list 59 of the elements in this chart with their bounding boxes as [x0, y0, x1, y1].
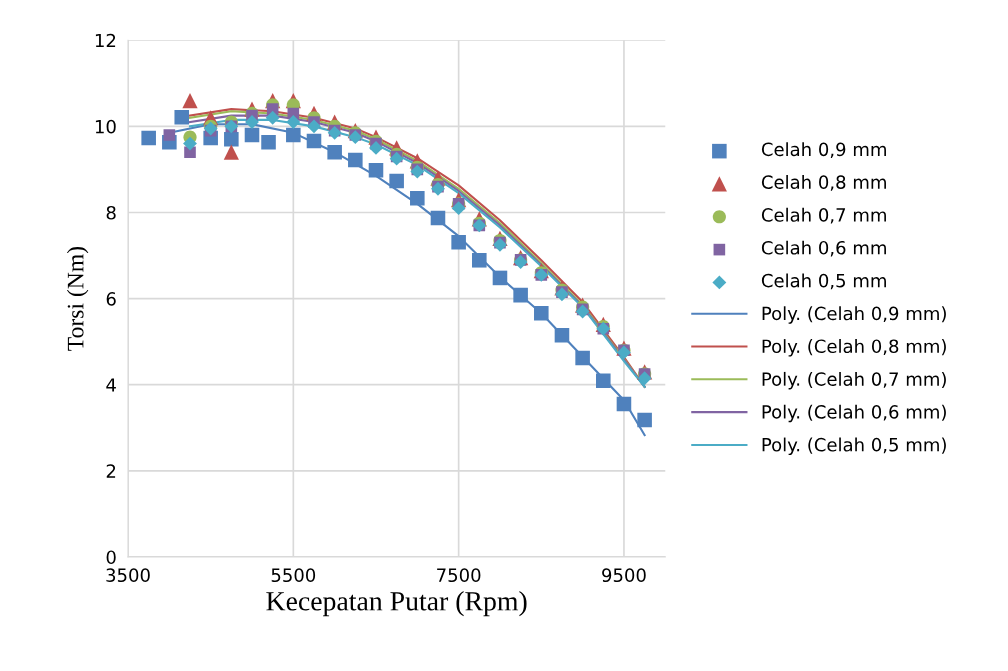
point: [451, 234, 466, 250]
point: [513, 287, 528, 303]
legend-label: Celah 0,7 mm: [761, 207, 886, 224]
point: [472, 252, 487, 268]
point: [245, 115, 259, 130]
point: [389, 173, 404, 189]
y-tick-label: 6: [106, 292, 116, 306]
point: [451, 201, 466, 216]
y-tick-label: 8: [106, 205, 116, 220]
point: [163, 129, 176, 141]
y-tick-label: 0: [106, 550, 116, 565]
point: [369, 140, 383, 155]
point: [348, 152, 363, 168]
legend-label: Celah 0,5 mm: [761, 273, 886, 290]
point: [327, 144, 342, 160]
point: [261, 135, 276, 150]
point: [306, 133, 322, 149]
y-tick-label: 2: [106, 464, 116, 478]
point: [244, 127, 260, 143]
y-tick-label: 10: [95, 119, 116, 134]
legend-label: Poly. (Celah 0,6 mm): [762, 404, 946, 423]
point: [224, 132, 239, 147]
point: [555, 287, 569, 302]
point: [410, 190, 425, 206]
point: [307, 119, 321, 134]
legend-label: Celah 0,9 mm: [761, 142, 886, 158]
point: [141, 130, 156, 146]
point: [430, 210, 446, 226]
point: [575, 350, 590, 366]
legend-label: Poly. (Celah 0,7 mm): [762, 371, 946, 390]
point: [265, 110, 280, 125]
x-tick-label: 9500: [602, 568, 646, 583]
x-tick-label: 3500: [106, 568, 150, 583]
point: [534, 305, 549, 321]
legend-label: Poly. (Celah 0,5 mm): [762, 437, 946, 456]
point: [183, 136, 197, 151]
legend-label: Celah 0,6 mm: [761, 240, 886, 257]
point: [637, 371, 652, 386]
point: [596, 373, 611, 389]
legend-label: Poly. (Celah 0,9 mm): [762, 306, 946, 324]
point: [616, 396, 632, 412]
y-tick-label: 4: [106, 378, 116, 392]
point: [182, 92, 198, 109]
point: [492, 270, 508, 286]
x-tick-label: 5500: [271, 568, 316, 583]
point: [223, 144, 239, 160]
x-axis-title: Kecepatan Putar (Rpm): [266, 591, 527, 617]
legend-label: Poly. (Celah 0,8 mm): [762, 339, 946, 357]
point: [368, 163, 384, 178]
point: [286, 115, 301, 130]
x-tick-label: 7500: [437, 568, 481, 583]
y-axis-title: Torsi (Nm): [66, 247, 89, 351]
point: [286, 127, 301, 143]
legend-label: Celah 0,8 mm: [761, 174, 886, 191]
y-tick-label: 12: [95, 33, 116, 48]
point: [348, 130, 363, 145]
point: [174, 110, 190, 125]
point: [554, 327, 570, 343]
point: [637, 412, 652, 428]
